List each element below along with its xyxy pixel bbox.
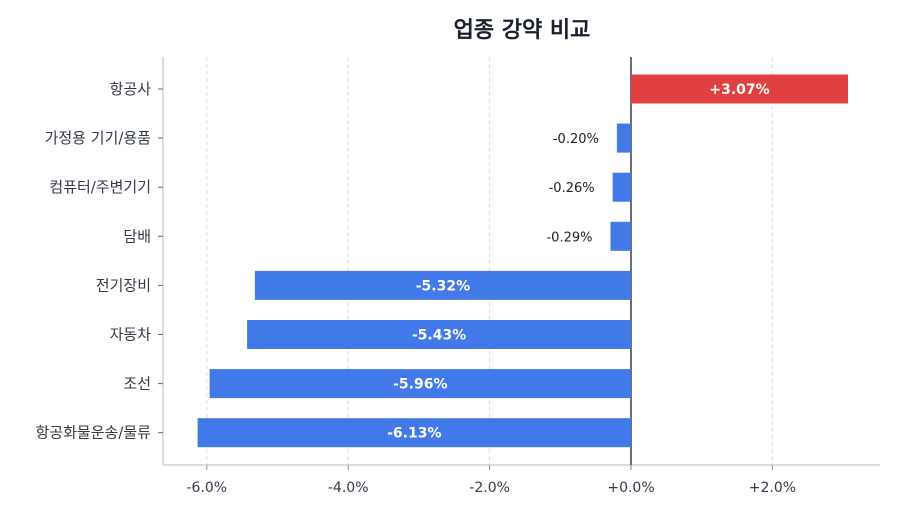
data-label: -0.20% [553,132,599,147]
category-label: 컴퓨터/주변기기 [49,178,151,196]
bar [616,123,631,153]
bars [197,74,849,448]
data-label: +3.07% [709,82,769,98]
bar [610,221,631,251]
data-label: -0.26% [549,181,595,196]
x-tick-label: +0.0% [607,480,654,496]
x-tick-label: +2.0% [749,480,796,496]
category-label: 자동차 [110,326,152,344]
x-tick-label: -4.0% [328,480,369,496]
data-label: -5.43% [412,328,466,344]
x-tick-labels: -6.0% -4.0% -2.0% +0.0% +2.0% [186,480,796,496]
category-label: 가정용 기기/용품 [45,129,151,147]
x-tick-label: -2.0% [469,480,510,496]
data-label: -6.13% [387,426,441,442]
category-label: 전기장비 [96,276,151,294]
grid-lines [206,57,773,465]
data-label: -5.32% [416,278,470,294]
bar [254,270,631,300]
value-labels: +3.07% -0.20% -0.26% -0.29% -5.32% -5.43% -5.9… [387,82,770,442]
bar [209,369,632,399]
chart-title: 업종 강약 비교 [454,18,591,43]
category-label: 항공화물운송/물류 [36,424,152,442]
bar [612,172,631,202]
data-label: -5.96% [393,377,447,393]
category-label: 항공사 [110,80,152,98]
bar [197,418,631,448]
axes [158,57,880,470]
bar [247,320,631,349]
bar [631,74,849,104]
x-tick-label: -6.0% [186,480,227,496]
category-label: 담배 [123,227,151,245]
category-label: 조선 [123,375,151,393]
data-label: -0.29% [546,230,592,245]
